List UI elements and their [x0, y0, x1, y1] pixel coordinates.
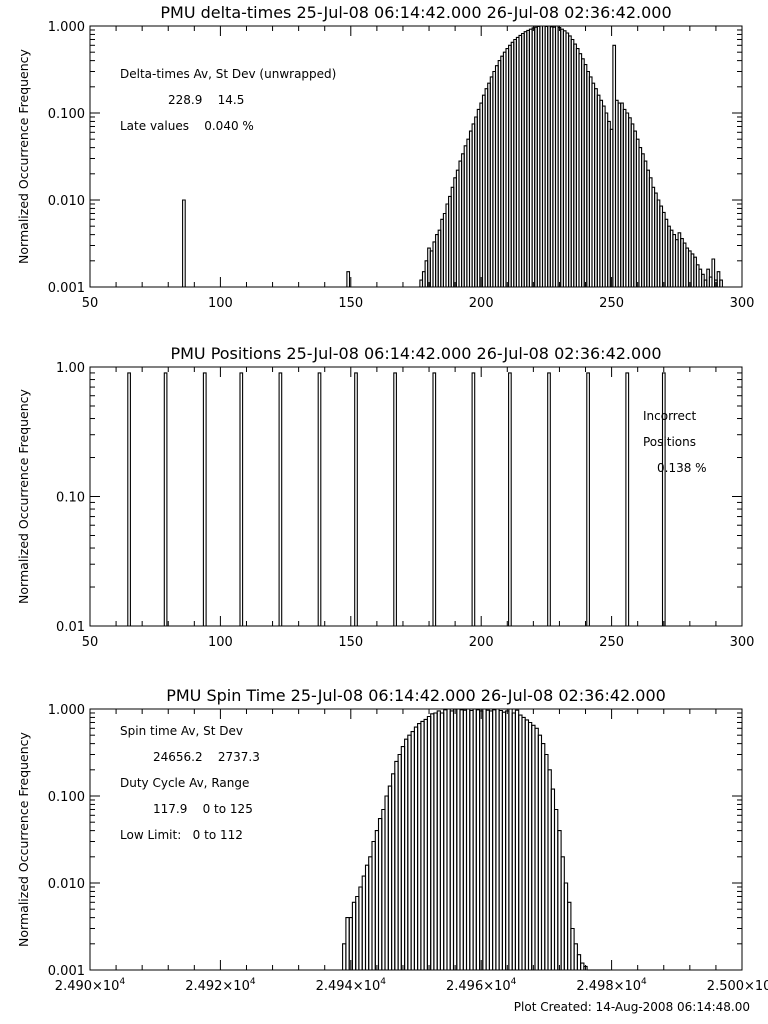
- histogram-bar: [661, 372, 666, 626]
- x-tick-label: 50: [82, 296, 99, 311]
- y-axis-label: Normalized Occurrence Frequency: [16, 48, 31, 263]
- chart-title: PMU delta-times 25-Jul-08 06:14:42.000 2…: [160, 3, 671, 22]
- histogram-bar: [625, 372, 630, 626]
- histogram-bar: [239, 372, 244, 626]
- x-tick-label: 2.492×104: [185, 977, 256, 994]
- x-tick-label: 2.490×104: [55, 977, 126, 994]
- annotation-text: 228.9 14.5: [168, 93, 244, 107]
- y-tick-label: 0.010: [48, 194, 85, 209]
- plot-frame: [89, 25, 743, 288]
- y-tick-label: 0.01: [56, 620, 85, 635]
- histogram-bar: [163, 372, 168, 626]
- y-tick-label: 0.10: [56, 491, 85, 506]
- histogram-bar: [576, 954, 582, 970]
- histogram-bar: [393, 372, 397, 626]
- histogram-bar: [346, 271, 351, 287]
- x-tick-label: 100: [208, 296, 233, 311]
- x-tick-label: 250: [599, 635, 624, 650]
- annotation-text: 0.138 %: [657, 461, 707, 475]
- annotation-text: Duty Cycle Av, Range: [120, 776, 249, 790]
- delta-times-panel: PMU delta-times 25-Jul-08 06:14:42.000 2…: [16, 3, 754, 311]
- x-tick-label: 150: [338, 296, 363, 311]
- histogram-bar: [719, 279, 723, 287]
- histogram-bar: [471, 372, 476, 626]
- y-tick-label: 1.00: [56, 361, 85, 376]
- x-tick-label: 100: [208, 635, 233, 650]
- annotation-text: Delta-times Av, St Dev (unwrapped): [120, 67, 336, 81]
- histogram-bar: [711, 258, 716, 287]
- x-tick-label: 200: [469, 635, 494, 650]
- y-tick-label: 0.010: [48, 877, 85, 892]
- annotation-text: Late values 0.040 %: [120, 119, 254, 133]
- x-tick-label: 2.500×104: [707, 977, 768, 994]
- histogram-bar: [278, 372, 283, 626]
- histogram-bar: [202, 372, 207, 626]
- histogram-bar: [127, 372, 131, 626]
- x-tick-label: 200: [469, 296, 494, 311]
- x-tick-label: 300: [730, 635, 755, 650]
- x-tick-label: 2.496×104: [446, 977, 517, 994]
- x-tick-label: 50: [82, 635, 99, 650]
- annotation-text: 24656.2 2737.3: [153, 750, 260, 764]
- histogram-bar: [586, 372, 590, 626]
- plot-frame: [89, 708, 743, 971]
- y-tick-label: 0.001: [48, 281, 85, 296]
- chart-title: PMU Positions 25-Jul-08 06:14:42.000 26-…: [170, 344, 661, 363]
- annotation-text: 117.9 0 to 125: [153, 802, 253, 816]
- x-tick-label: 250: [599, 296, 624, 311]
- y-axis-label: Normalized Occurrence Frequency: [16, 388, 31, 603]
- histogram-bar: [583, 965, 588, 970]
- annotation-text: Low Limit: 0 to 112: [120, 828, 243, 842]
- y-tick-label: 0.001: [48, 964, 85, 979]
- y-tick-label: 1.000: [48, 703, 85, 718]
- y-tick-label: 0.100: [48, 107, 85, 122]
- annotation-text: Positions: [643, 435, 696, 449]
- spin-time-panel: PMU Spin Time 25-Jul-08 06:14:42.000 26-…: [16, 686, 768, 994]
- annotation-text: Incorrect: [643, 409, 696, 423]
- y-tick-label: 0.100: [48, 790, 85, 805]
- histogram-bar: [508, 372, 512, 626]
- histogram-bar: [182, 199, 186, 287]
- histogram-bar: [547, 372, 551, 626]
- y-tick-label: 1.000: [48, 20, 85, 35]
- x-tick-label: 300: [730, 296, 755, 311]
- positions-panel: PMU Positions 25-Jul-08 06:14:42.000 26-…: [16, 344, 754, 650]
- histogram-bar: [317, 372, 322, 626]
- x-tick-label: 150: [338, 635, 363, 650]
- plot-frame: [89, 366, 743, 627]
- histogram-bar: [432, 372, 437, 626]
- histogram-bar: [716, 271, 721, 287]
- chart-title: PMU Spin Time 25-Jul-08 06:14:42.000 26-…: [166, 686, 666, 705]
- annotation-text: Spin time Av, St Dev: [120, 724, 243, 738]
- histogram-bar: [354, 372, 358, 626]
- x-tick-label: 2.498×104: [576, 977, 647, 994]
- plot-created-footer: Plot Created: 14-Aug-2008 06:14:48.00: [513, 1000, 750, 1014]
- y-axis-label: Normalized Occurrence Frequency: [16, 731, 31, 946]
- x-tick-label: 2.494×104: [316, 977, 387, 994]
